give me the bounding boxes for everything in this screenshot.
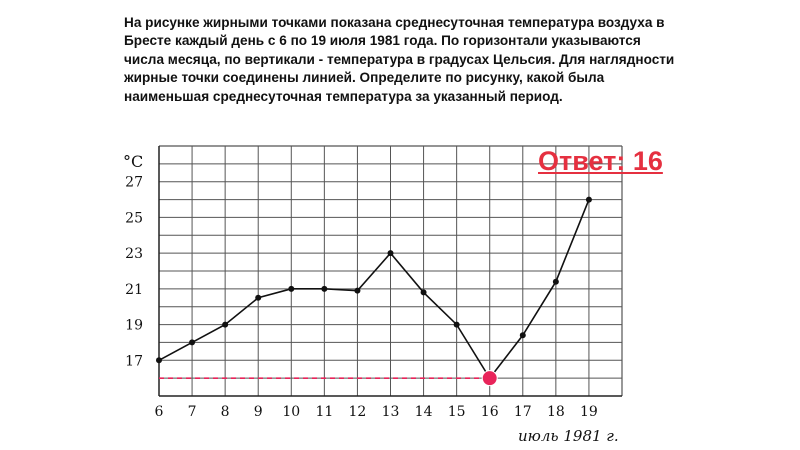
y-tick-label: 25 [125,210,143,226]
y-tick-label: 27 [125,175,143,191]
series-line [158,199,590,380]
series-layer [156,196,592,387]
y-tick-label: 19 [125,318,143,334]
x-tick-label: 8 [221,404,230,420]
data-point [255,294,262,301]
tick-labels: 6 7 8 9 10 11 12 13 14 15 16 17 18 19 17 19 21 23 25 27 [125,175,598,420]
data-point [354,287,361,294]
y-tick-label: 23 [125,246,143,262]
data-point [453,321,460,328]
task-text: На рисунке жирными точками показана сред… [124,15,675,104]
y-tick-label: 21 [125,282,143,298]
data-point [585,196,592,203]
data-point [552,278,559,285]
data-point [288,285,295,292]
data-point [156,357,162,364]
x-tick-label: 15 [448,404,466,420]
x-tick-label: 17 [514,404,532,420]
x-tick-label: 6 [155,404,164,420]
chart-frame [158,145,623,397]
x-tick-label: 9 [254,404,263,420]
y-tick-label: 17 [125,353,143,369]
y-unit-label: °C [123,152,143,171]
data-point [189,339,196,346]
x-tick-label: 10 [282,404,300,420]
x-axis-caption: июль 1981 г. [518,427,619,445]
data-point [387,250,394,257]
x-tick-label: 18 [547,404,565,420]
x-tick-label: 13 [382,404,400,420]
data-point [321,285,328,292]
x-tick-label: 19 [580,404,598,420]
x-tick-label: 11 [315,404,333,420]
data-point [222,321,229,328]
data-point [519,332,526,339]
x-tick-label: 14 [415,404,433,420]
chart-grid [158,146,623,396]
x-tick-label: 16 [481,404,499,420]
data-point [420,289,427,296]
x-tick-label: 12 [349,404,367,420]
min-point-marker [481,370,498,387]
x-tick-label: 7 [188,404,197,420]
answer-label: Ответ: 16 [538,146,663,176]
